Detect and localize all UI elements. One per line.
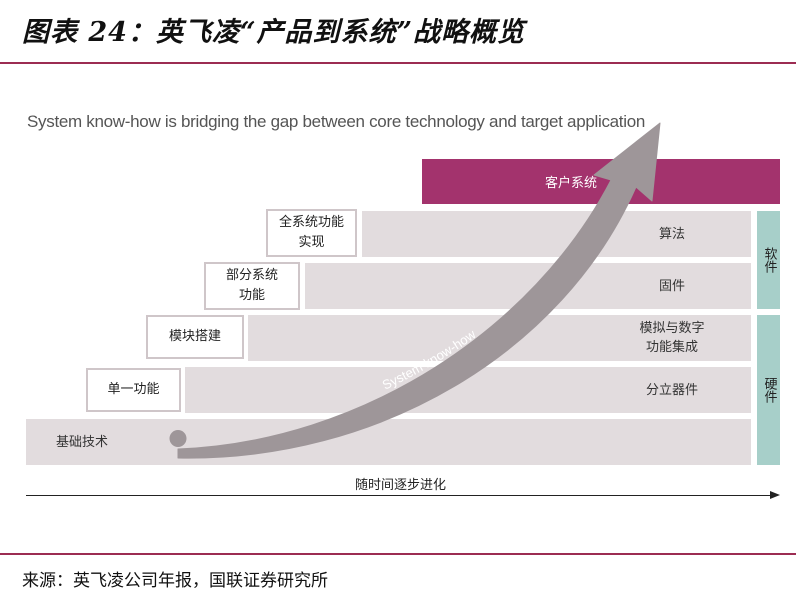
band-label-discrete: 分立器件 — [645, 383, 698, 398]
time-axis — [26, 495, 770, 496]
customer-system-bar: 客户系统 — [422, 159, 780, 204]
band-algorithm — [362, 211, 751, 257]
band-label-algorithm: 算法 — [658, 227, 685, 242]
band-label-base-technology: 基础技术 — [56, 435, 109, 450]
figure-title: 图表 24：英飞凌“产品到系统”战略概览 — [22, 17, 526, 48]
step-full-system: 全系统功能 实现 — [266, 209, 357, 257]
side-hardware-label: 硬件 — [761, 377, 777, 403]
axis-label: 随时间逐步进化 — [355, 478, 447, 493]
diagram-subtitle: System know-how is bridging the gap betw… — [27, 112, 646, 131]
step-module-build-label: 模块搭建 — [168, 329, 221, 344]
side-hardware: 硬件 — [757, 315, 780, 465]
arrow-shape — [177, 122, 661, 459]
band-label-firmware: 固件 — [658, 279, 685, 294]
step-module-build: 模块搭建 — [146, 315, 244, 359]
title-rule — [0, 62, 796, 64]
side-software-label: 软件 — [761, 247, 777, 273]
step-full-system-label: 全系统功能 实现 — [278, 215, 344, 250]
customer-system-label: 客户系统 — [544, 176, 597, 191]
step-partial-system: 部分系统 功能 — [204, 262, 300, 310]
step-single-function-label: 单一功能 — [107, 382, 160, 397]
band-base-technology — [26, 419, 751, 465]
step-single-function: 单一功能 — [86, 368, 181, 412]
band-label-analog-digital: 模拟与数字 功能集成 — [639, 321, 705, 355]
figure-source: 来源：英飞凌公司年报，国联证券研究所 — [22, 571, 328, 591]
side-software: 软件 — [757, 211, 780, 309]
arrow-tail — [169, 430, 187, 447]
axis-arrowhead — [770, 491, 780, 499]
step-partial-system-label: 部分系统 功能 — [225, 268, 278, 303]
source-rule — [0, 553, 796, 555]
